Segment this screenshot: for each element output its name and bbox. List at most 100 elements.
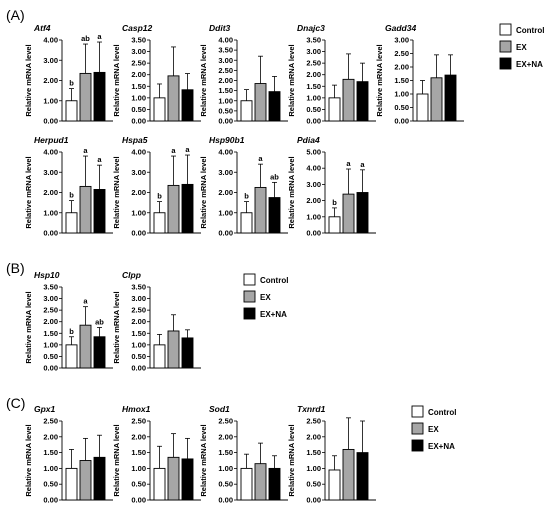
bar-hmox1-ex	[167, 456, 180, 501]
chart-hmox1: Hmox1 Relative mRNA level 0.00 0.50 1.00 1.50…	[112, 404, 201, 505]
y-tick-label-hmox1: 2.00	[131, 432, 146, 441]
bar-gadd34-control	[416, 93, 429, 122]
chart-dnajc3: Dnajc3 Relative mRNA level 0.00 0.50 1.00 1.5…	[287, 23, 376, 126]
bar-gpx1-control	[65, 467, 78, 501]
y-axis-label-atf4: Relative mRNA level	[24, 44, 33, 116]
y-tick-label-hsp90b1: 4.00	[218, 148, 233, 157]
bar-hspa5-ex	[167, 184, 180, 234]
y-tick-label-hsp10: 3.00	[43, 294, 58, 303]
y-tick-label-txnrd1: 2.00	[306, 432, 321, 441]
y-tick-label-gpx1: 0.50	[43, 480, 58, 489]
bar-sod1-control	[240, 467, 253, 501]
y-tick-label-dnajc3: 0.50	[306, 105, 321, 114]
bar-txnrd1-ex-na	[356, 452, 369, 501]
chart-hspa5: Hspa5 Relative mRNA level 0.00 1.00 2.00 3.00…	[112, 135, 201, 238]
y-tick-label-hspa5: 3.00	[131, 168, 146, 177]
bar-txnrd1-ex	[342, 448, 355, 501]
y-axis-label-casp12: Relative mRNA level	[112, 44, 121, 116]
bar-clpp-control	[153, 344, 166, 369]
y-tick-label-herpud1: 4.00	[43, 148, 58, 157]
bar-atf4-ex	[79, 72, 92, 122]
y-tick-label-hspa5: 4.00	[131, 148, 146, 157]
legend-swatch-ex	[243, 290, 256, 303]
significance-label-hspa5: a	[185, 145, 190, 154]
legend-swatch-control	[499, 23, 512, 36]
legend-label-control: Control	[516, 26, 544, 35]
bar-pdia4-control	[328, 216, 341, 234]
y-tick-label-casp12: 2.50	[131, 59, 146, 68]
bar-dnajc3-ex	[342, 78, 355, 122]
y-tick-label-atf4: 0.00	[43, 117, 58, 126]
y-tick-label-hsp10: 0.50	[43, 352, 58, 361]
y-tick-label-hspa5: 2.00	[131, 188, 146, 197]
y-tick-label-txnrd1: 1.50	[306, 448, 321, 457]
y-tick-label-dnajc3: 3.00	[306, 47, 321, 56]
y-tick-label-gpx1: 0.00	[43, 496, 58, 505]
y-tick-label-gadd34: 1.50	[394, 76, 409, 85]
significance-label-atf4: ab	[81, 34, 90, 43]
significance-label-hsp90b1: ab	[270, 172, 279, 181]
y-tick-label-dnajc3: 1.50	[306, 82, 321, 91]
y-tick-label-herpud1: 0.00	[43, 229, 58, 238]
legend-swatch-ex	[499, 40, 512, 53]
y-tick-label-ddit3: 3.50	[218, 46, 233, 55]
legend-c: Control EX EX+NA	[411, 405, 456, 452]
y-tick-label-clpp: 2.00	[131, 317, 146, 326]
bar-sod1-ex-na	[268, 467, 281, 501]
y-tick-label-atf4: 4.00	[43, 36, 58, 45]
chart-casp12: Casp12 Relative mRNA level 0.00 0.50 1.00 1.5…	[112, 23, 201, 126]
y-tick-label-ddit3: 0.00	[218, 117, 233, 126]
y-tick-label-gpx1: 2.50	[43, 417, 58, 426]
y-tick-label-gpx1: 1.50	[43, 448, 58, 457]
y-tick-label-hsp90b1: 2.00	[218, 188, 233, 197]
chart-gpx1: Gpx1 Relative mRNA level 0.00 0.50 1.00 1.50 2…	[24, 404, 113, 505]
y-tick-label-txnrd1: 1.00	[306, 464, 321, 473]
y-axis-label-hsp90b1: Relative mRNA level	[199, 156, 208, 228]
bar-gadd34-ex	[430, 77, 443, 122]
bar-herpud1-control	[65, 212, 78, 234]
chart-clpp: Clpp Relative mRNA level 0.00 0.50 1.00 1.50 2…	[112, 270, 201, 373]
significance-label-atf4: a	[97, 32, 102, 41]
bar-gpx1-ex-na	[93, 456, 106, 501]
y-tick-label-gadd34: 0.50	[394, 103, 409, 112]
chart-title-atf4: Atf4	[33, 23, 51, 33]
y-tick-label-hsp10: 2.00	[43, 317, 58, 326]
y-tick-label-sod1: 2.50	[218, 417, 233, 426]
bar-gpx1-ex	[79, 460, 92, 501]
bar-hspa5-ex-na	[181, 183, 194, 234]
y-tick-label-dnajc3: 3.50	[306, 36, 321, 45]
y-tick-label-casp12: 3.50	[131, 36, 146, 45]
y-tick-label-casp12: 3.00	[131, 47, 146, 56]
y-tick-label-hmox1: 1.50	[131, 448, 146, 457]
y-tick-label-dnajc3: 2.50	[306, 59, 321, 68]
y-axis-label-dnajc3: Relative mRNA level	[287, 44, 296, 116]
bar-hsp90b1-control	[240, 212, 253, 234]
bar-dnajc3-control	[328, 97, 341, 122]
legend-label-ex-na: EX+NA	[260, 310, 287, 319]
y-tick-label-clpp: 1.00	[131, 340, 146, 349]
bar-clpp-ex	[167, 330, 180, 369]
y-tick-label-gpx1: 1.00	[43, 464, 58, 473]
bar-herpud1-ex-na	[93, 189, 106, 234]
y-axis-label-hsp10: Relative mRNA level	[24, 291, 33, 363]
y-tick-label-txnrd1: 0.50	[306, 480, 321, 489]
chart-title-dnajc3: Dnajc3	[297, 23, 325, 33]
chart-title-gadd34: Gadd34	[385, 23, 416, 33]
bar-hmox1-control	[153, 467, 166, 501]
chart-pdia4: Pdia4 Relative mRNA level 0.00 1.00 2.00 3.00…	[287, 135, 376, 238]
y-tick-label-hsp10: 0.00	[43, 364, 58, 373]
bar-atf4-ex-na	[93, 71, 106, 122]
bar-txnrd1-control	[328, 469, 341, 501]
bar-hsp90b1-ex-na	[268, 197, 281, 234]
significance-label-pdia4: b	[332, 198, 337, 207]
bar-clpp-ex-na	[181, 337, 194, 369]
y-axis-label-herpud1: Relative mRNA level	[24, 156, 33, 228]
y-tick-label-clpp: 0.00	[131, 364, 146, 373]
bar-casp12-ex-na	[181, 89, 194, 122]
bar-gadd34-ex-na	[444, 74, 457, 122]
y-tick-label-ddit3: 2.00	[218, 76, 233, 85]
y-tick-label-hmox1: 0.50	[131, 480, 146, 489]
significance-label-herpud1: a	[83, 146, 88, 155]
y-tick-label-hsp10: 1.00	[43, 340, 58, 349]
y-tick-label-gpx1: 2.00	[43, 432, 58, 441]
